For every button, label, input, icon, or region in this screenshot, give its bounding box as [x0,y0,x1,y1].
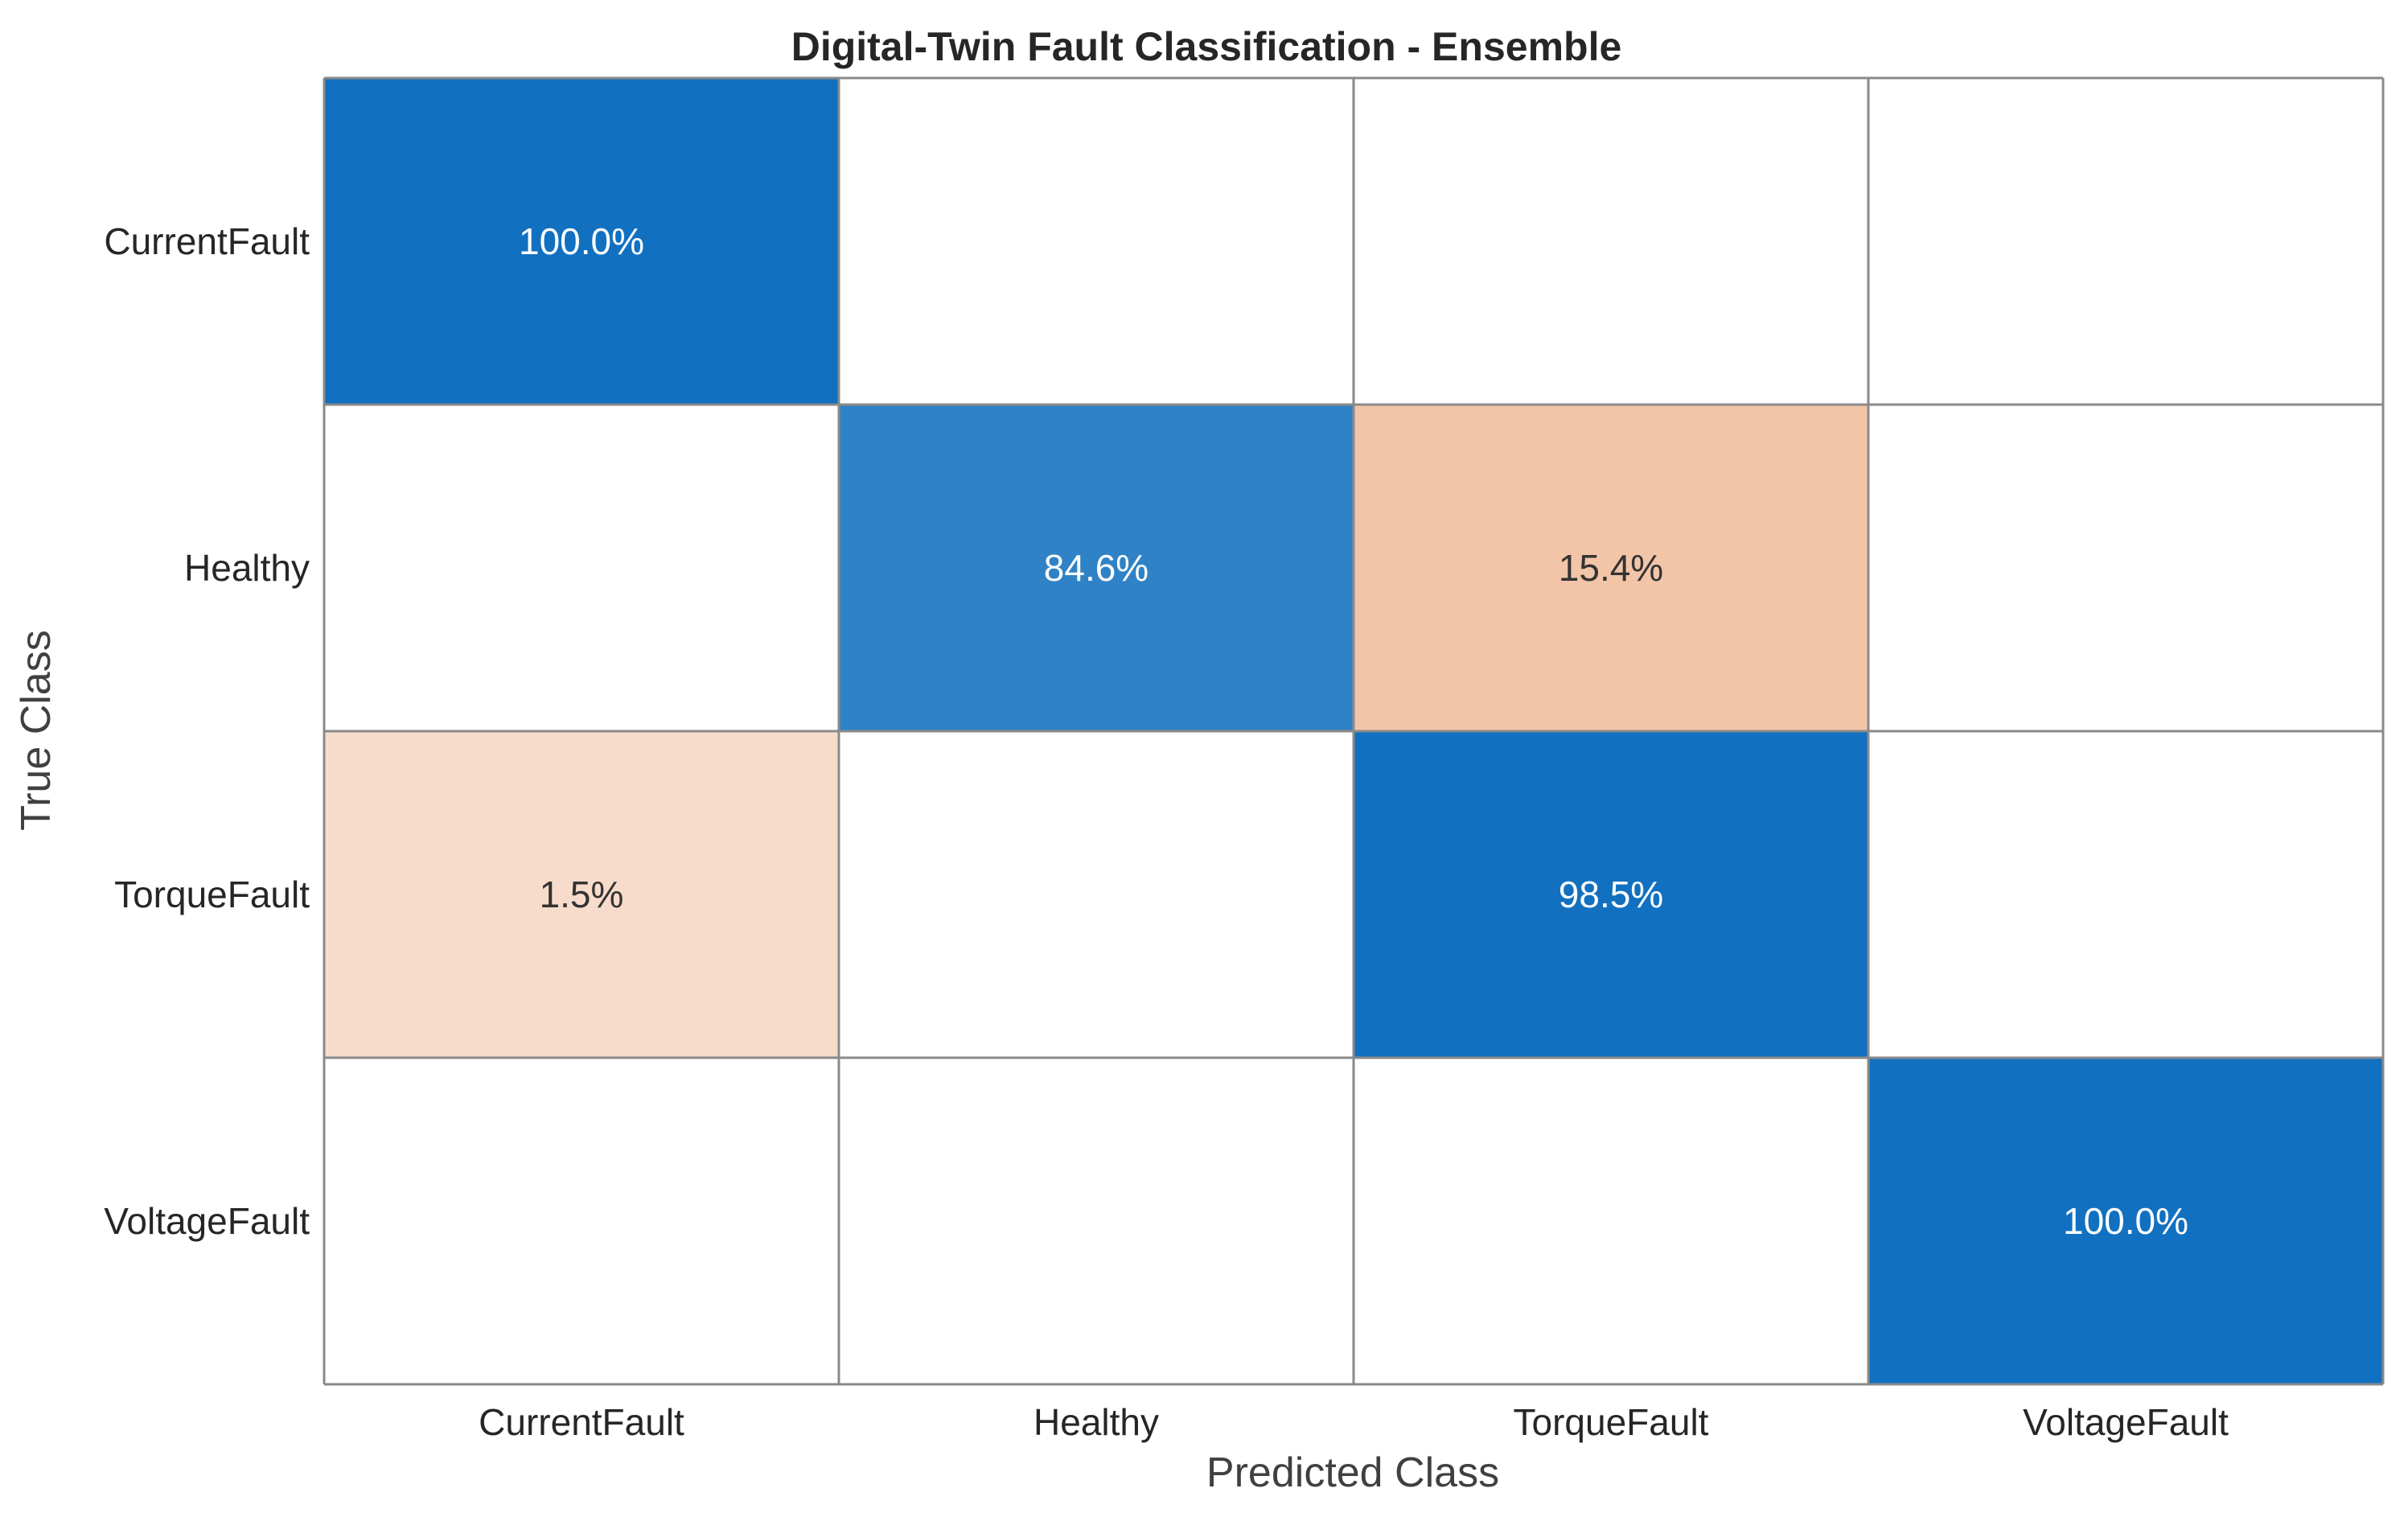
cell-healthy-torquefault [1354,405,1868,731]
cell-torquefault-currentfault-value: 1.5% [540,874,624,915]
cell-currentfault-currentfault-value: 100.0% [519,220,644,262]
cell-torquefault-voltagefault [1868,731,2383,1058]
cell-voltagefault-torquefault [1354,1058,1868,1384]
x-axis-tick-labels: CurrentFault Healthy TorqueFault VoltageFau… [479,1401,2229,1443]
cell-torquefault-healthy [839,731,1354,1058]
cell-voltagefault-voltagefault [1868,1058,2383,1384]
y-axis-label: True Class [13,630,60,830]
cell-voltagefault-voltagefault-value: 100.0% [2063,1200,2188,1242]
x-tick-label-healthy: Healthy [1033,1401,1159,1443]
cell-value-labels: 100.0% 84.6% 15.4% 1.5% 98.5% 100.0% [519,220,2188,1242]
x-axis-label: Predicted Class [1206,1449,1499,1496]
y-tick-label-torquefault: TorqueFault [114,874,310,915]
cell-healthy-voltagefault [1868,405,2383,731]
y-tick-label-healthy: Healthy [184,547,310,589]
cell-healthy-torquefault-value: 15.4% [1559,547,1663,589]
cell-currentfault-currentfault [324,78,839,405]
cell-healthy-healthy-value: 84.6% [1044,547,1149,589]
y-tick-label-voltagefault: VoltageFault [104,1200,310,1242]
heatmap-cells [324,78,2383,1384]
heatmap-grid [323,76,2385,1386]
cell-torquefault-torquefault [1354,731,1868,1058]
cell-currentfault-voltagefault [1868,78,2383,405]
cell-voltagefault-currentfault [324,1058,839,1384]
x-tick-label-torquefault: TorqueFault [1514,1401,1709,1443]
cell-voltagefault-healthy [839,1058,1354,1384]
x-tick-label-voltagefault: VoltageFault [2023,1401,2229,1443]
x-tick-label-currentfault: CurrentFault [479,1401,684,1443]
y-axis-tick-labels: CurrentFault Healthy TorqueFault VoltageFau… [104,220,310,1242]
cell-healthy-currentfault [324,405,839,731]
cell-currentfault-torquefault [1354,78,1868,405]
cell-torquefault-currentfault [324,731,839,1058]
cell-currentfault-healthy [839,78,1354,405]
cell-torquefault-torquefault-value: 98.5% [1559,874,1663,915]
cell-healthy-healthy [839,405,1354,731]
chart-title: Digital-Twin Fault Classification - Ense… [791,24,1622,69]
y-tick-label-currentfault: CurrentFault [104,220,310,262]
